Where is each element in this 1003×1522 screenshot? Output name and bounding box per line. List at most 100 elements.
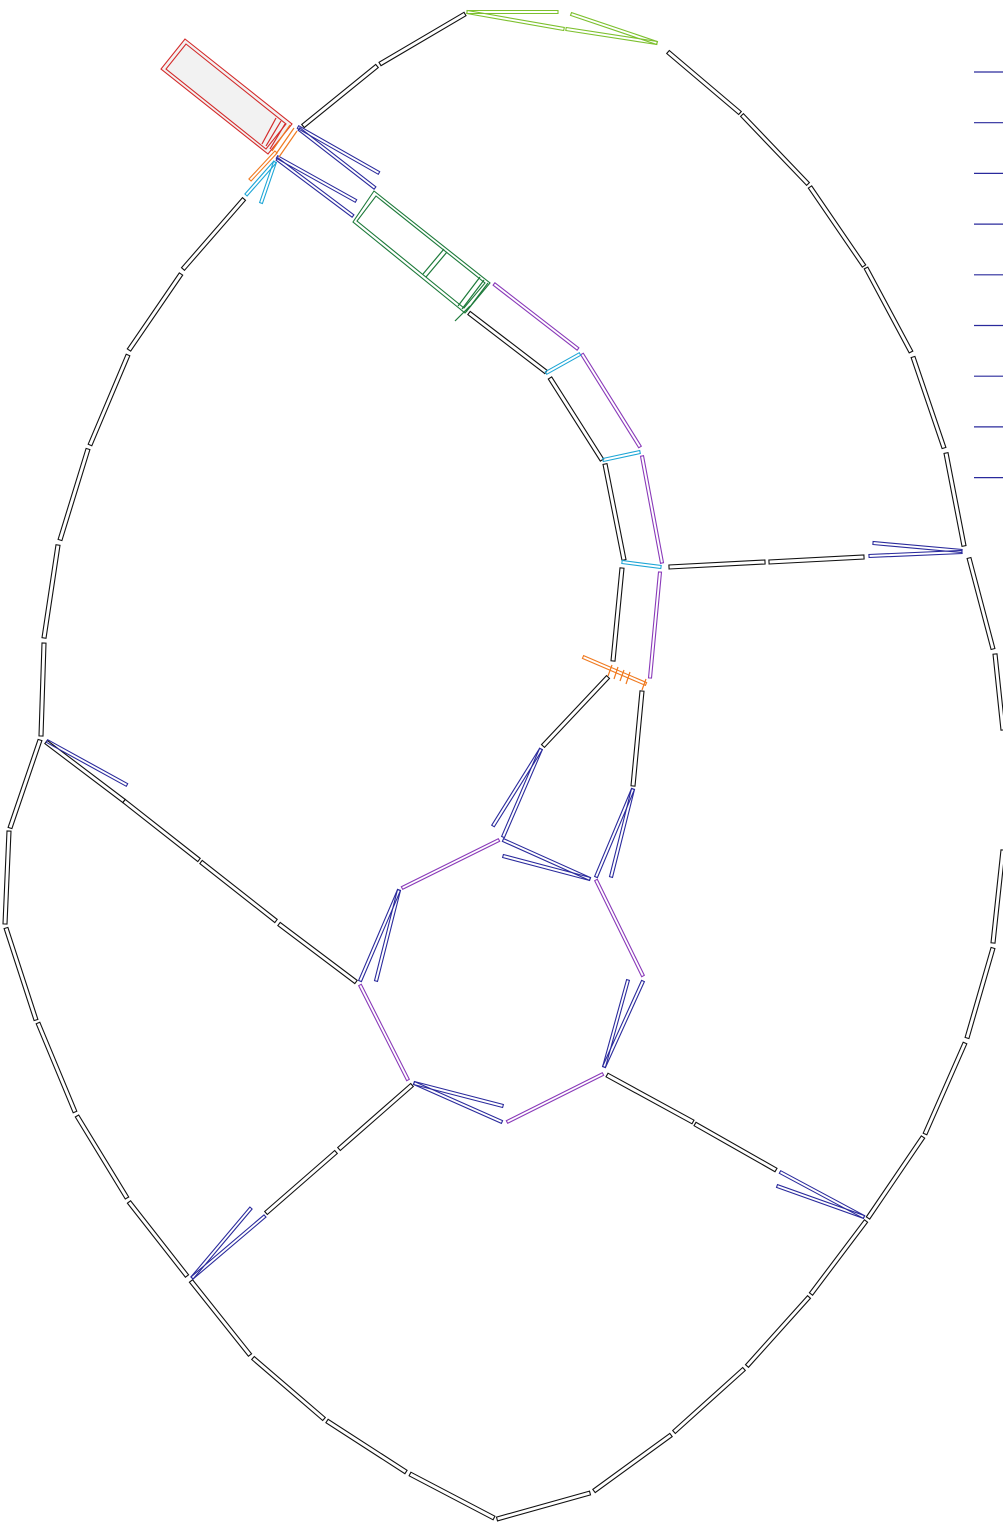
green-box xyxy=(352,190,491,314)
link-segment xyxy=(581,654,648,687)
stub-hatch-line xyxy=(271,124,291,152)
link-segment xyxy=(35,1021,78,1114)
link-segment xyxy=(739,112,811,187)
link-segment xyxy=(492,282,580,351)
link-segment xyxy=(325,1418,408,1475)
link-segment xyxy=(610,567,625,662)
link-segment xyxy=(605,1072,695,1125)
link-segment xyxy=(863,266,914,354)
link-segment xyxy=(7,738,43,830)
link-segment xyxy=(357,983,411,1082)
stub-hatch-line xyxy=(278,130,298,158)
link-segment xyxy=(768,554,865,565)
link-segment xyxy=(647,571,663,679)
link-segment xyxy=(621,559,662,570)
link-segment xyxy=(671,1366,747,1435)
link-segment xyxy=(872,540,963,554)
link-segment xyxy=(500,747,544,839)
link-segment xyxy=(602,449,641,463)
link-segment xyxy=(190,1206,253,1280)
link-segment xyxy=(775,1183,866,1220)
stub-hatch-line xyxy=(613,666,619,680)
link-segment xyxy=(466,9,565,32)
link-segment xyxy=(601,979,646,1069)
link-segment xyxy=(122,798,201,863)
link-segment xyxy=(373,888,402,983)
link-segment xyxy=(964,946,996,1040)
link-segment xyxy=(408,1471,496,1521)
link-segment xyxy=(275,154,358,204)
green-hatch-line xyxy=(461,279,485,310)
link-segment xyxy=(44,739,126,804)
stub-hatch-line xyxy=(265,120,282,147)
link-segment xyxy=(540,674,611,749)
link-segment xyxy=(808,1219,869,1296)
green-hatch-line xyxy=(465,282,489,313)
link-segment xyxy=(992,653,1003,731)
link-segment xyxy=(45,738,129,788)
link-segment xyxy=(592,1432,673,1494)
red-stub-inner xyxy=(165,43,287,150)
link-segment xyxy=(38,642,47,737)
link-segment xyxy=(190,1214,267,1280)
stub-hatch-line xyxy=(641,678,647,691)
green-box-inner xyxy=(356,195,486,309)
stub-hatch-line xyxy=(625,671,631,685)
link-segment xyxy=(277,921,358,985)
link-segment xyxy=(412,1080,504,1125)
link-segment xyxy=(547,376,605,462)
green-divider xyxy=(422,248,445,275)
link-segment xyxy=(275,157,355,218)
link-segment xyxy=(378,11,467,67)
link-segment xyxy=(248,150,278,182)
links-layer xyxy=(2,9,1003,1522)
stub-hatch-line xyxy=(607,664,613,677)
link-segment xyxy=(180,196,247,272)
right-edge-markers xyxy=(974,71,1003,479)
link-segment xyxy=(943,451,967,548)
stub-hatch-line xyxy=(275,127,295,155)
link-segment xyxy=(258,160,278,205)
link-segment xyxy=(608,787,636,879)
link-segment xyxy=(602,462,627,562)
link-segment xyxy=(57,447,91,542)
link-segment xyxy=(126,1200,190,1278)
link-segment xyxy=(807,185,867,268)
link-segment xyxy=(296,124,381,176)
link-segment xyxy=(630,690,645,787)
link-segment xyxy=(74,1114,130,1200)
link-segment xyxy=(501,853,592,882)
link-segment xyxy=(336,1082,415,1152)
link-segment xyxy=(300,63,380,129)
link-segment xyxy=(966,556,996,651)
link-segment xyxy=(2,830,12,925)
link-segment xyxy=(744,1294,812,1369)
link-segment xyxy=(126,272,184,352)
link-segment xyxy=(865,1135,926,1220)
green-divider xyxy=(425,251,448,278)
link-segment xyxy=(868,549,963,559)
link-segment xyxy=(87,353,131,447)
stub-hatch-line xyxy=(619,669,625,682)
link-segment xyxy=(3,926,39,1022)
link-segment xyxy=(199,859,278,924)
link-segment xyxy=(593,878,646,978)
link-segment xyxy=(250,1355,327,1422)
link-segment xyxy=(922,1041,968,1136)
green-hatch-line xyxy=(454,305,471,322)
link-segment xyxy=(544,351,582,376)
link-segment xyxy=(41,544,61,639)
link-segment xyxy=(910,355,947,450)
link-segment xyxy=(693,1121,778,1173)
red-stub-box xyxy=(160,38,293,155)
link-segment xyxy=(505,1071,605,1125)
link-segment xyxy=(639,455,665,564)
link-segment xyxy=(188,1279,253,1357)
link-segment xyxy=(297,127,377,190)
link-segment xyxy=(263,1149,339,1216)
link-segment xyxy=(565,26,658,46)
stub-hatch-line xyxy=(261,117,277,145)
link-segment xyxy=(495,1490,592,1522)
green-hatch-line xyxy=(457,276,481,307)
